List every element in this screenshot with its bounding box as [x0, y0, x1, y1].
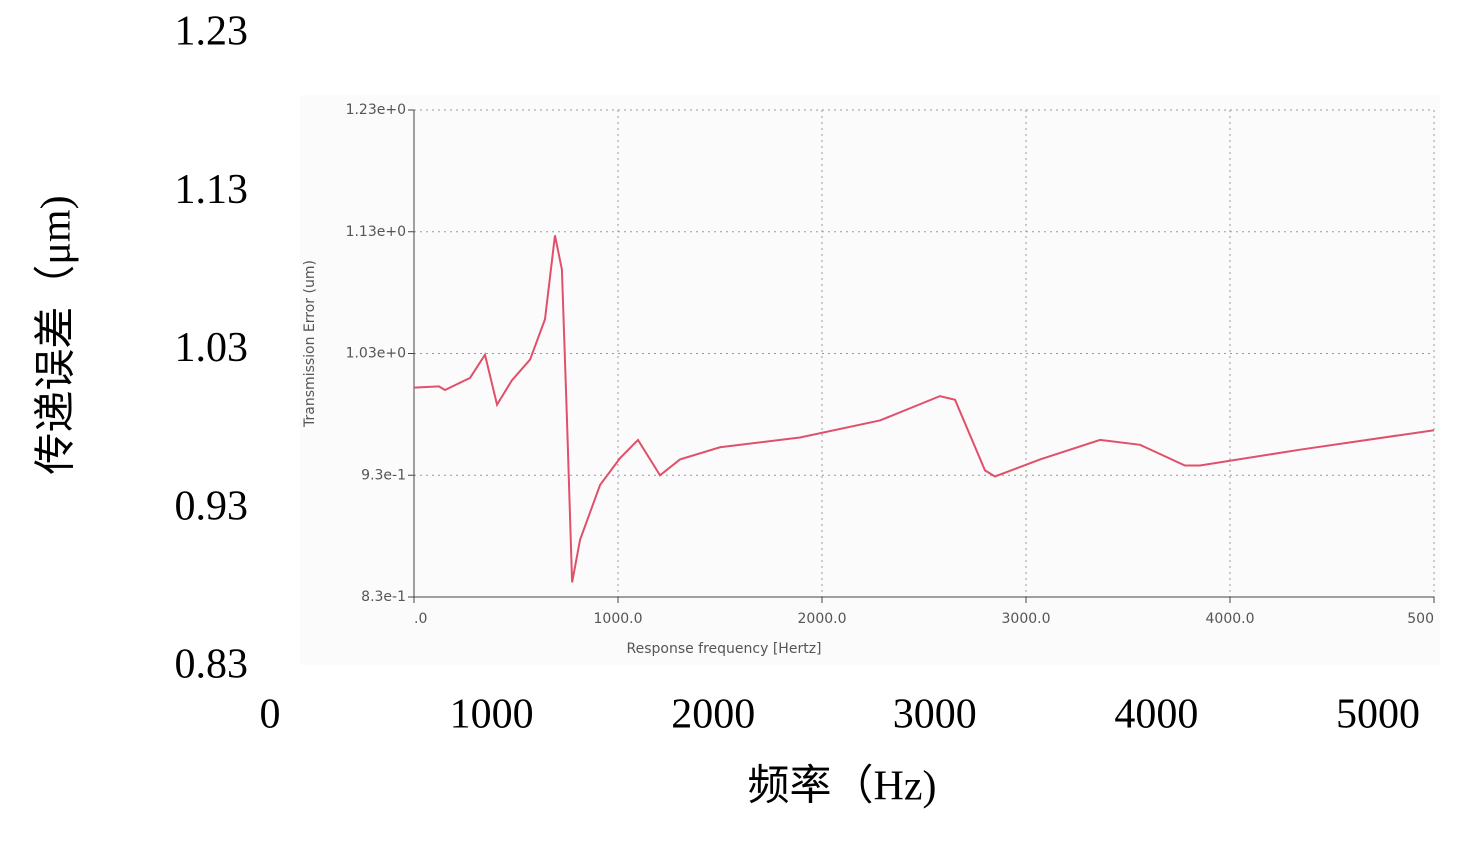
x-tick-label: 1000.0 [594, 611, 643, 627]
y-tick-label: 1.13 [175, 167, 249, 213]
x-tick-label: 0 [260, 692, 281, 738]
y-axis-label: Transmission Error (um) [302, 260, 318, 428]
y-tick-label: 1.23e+0 [346, 102, 406, 118]
x-tick-label: 4000.0 [1206, 611, 1255, 627]
line-series [413, 235, 1435, 583]
x-tick-label: 500 [1407, 611, 1434, 627]
x-axis-label: Response frequency [Hertz] [626, 641, 821, 657]
y-tick-label: 1.13e+0 [346, 224, 406, 240]
x-tick-label: 4000 [1114, 692, 1198, 738]
x-tick-label: 3000 [893, 692, 977, 738]
x-tick-label: 2000.0 [798, 611, 847, 627]
y-axis-label: 传递误差（μm) [34, 195, 80, 474]
y-tick-label: 9.3e-1 [361, 467, 406, 483]
x-tick-label: .0 [414, 611, 427, 627]
y-tick-label: 0.93 [175, 483, 249, 529]
x-tick-label: 1000 [450, 692, 534, 738]
x-tick-label: 5000 [1336, 692, 1420, 738]
y-tick-label: 1.03 [175, 325, 249, 371]
y-tick-label: 0.83 [175, 642, 249, 688]
y-tick-label: 1.23 [175, 9, 249, 55]
x-tick-label: 3000.0 [1002, 611, 1051, 627]
x-axis-label: 频率（Hz) [748, 763, 937, 810]
plot-background [300, 95, 1440, 665]
y-tick-label: 8.3e-1 [361, 589, 406, 605]
y-tick-label: 1.03e+0 [346, 346, 406, 362]
x-tick-label: 2000 [671, 692, 755, 738]
